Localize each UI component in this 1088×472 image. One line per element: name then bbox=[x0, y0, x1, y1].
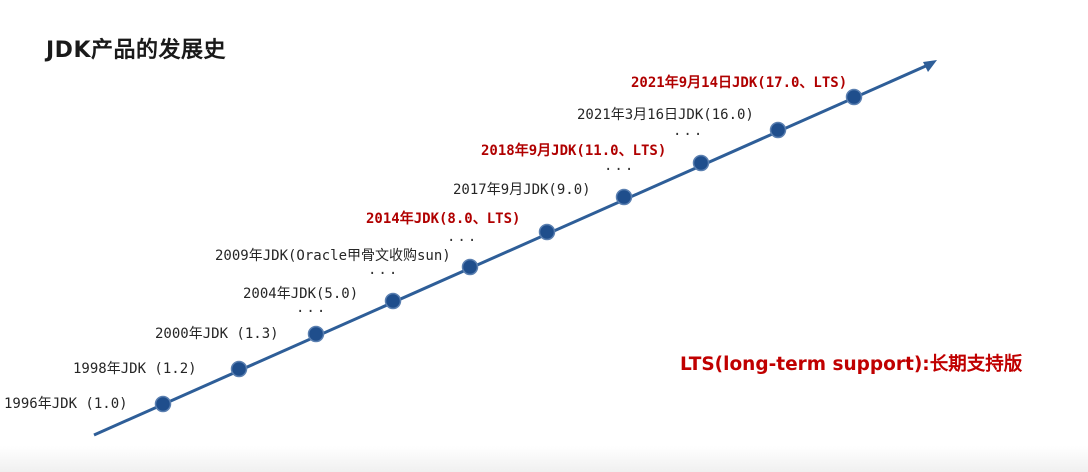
timeline-node bbox=[538, 223, 556, 241]
timeline-node bbox=[615, 188, 633, 206]
release-label: 1998年JDK (1.2) bbox=[73, 361, 197, 377]
ellipsis-marker: ... bbox=[673, 123, 705, 139]
ellipsis-marker: ... bbox=[296, 300, 328, 316]
timeline-node bbox=[769, 121, 787, 139]
timeline-node bbox=[154, 395, 172, 413]
timeline-node bbox=[230, 360, 248, 378]
lts-release-label: 2018年9月JDK(11.0、LTS) bbox=[481, 143, 667, 159]
lts-note: LTS(long-term support):长期支持版 bbox=[680, 354, 1023, 375]
release-label: 2017年9月JDK(9.0) bbox=[453, 182, 591, 198]
release-label: 1996年JDK (1.0) bbox=[4, 396, 128, 412]
timeline-node bbox=[461, 258, 479, 276]
release-label: 2009年JDK(Oracle甲骨文收购sun) bbox=[215, 248, 451, 264]
release-label: 2004年JDK(5.0) bbox=[243, 286, 359, 302]
lts-release-label: 2021年9月14日JDK(17.0、LTS) bbox=[631, 75, 848, 91]
arrow-head-icon bbox=[923, 60, 937, 72]
timeline-node bbox=[384, 292, 402, 310]
ellipsis-marker: ... bbox=[447, 229, 479, 245]
page-title: JDK产品的发展史 bbox=[46, 38, 226, 63]
timeline-node bbox=[845, 88, 863, 106]
release-label: 2021年3月16日JDK(16.0) bbox=[577, 107, 754, 123]
bottom-band bbox=[0, 446, 1088, 472]
ellipsis-marker: ... bbox=[604, 158, 636, 174]
timeline-node bbox=[307, 325, 325, 343]
lts-release-label: 2014年JDK(8.0、LTS) bbox=[366, 211, 521, 227]
release-label: 2000年JDK (1.3) bbox=[155, 326, 279, 342]
timeline-node bbox=[692, 154, 710, 172]
ellipsis-marker: ... bbox=[368, 262, 400, 278]
